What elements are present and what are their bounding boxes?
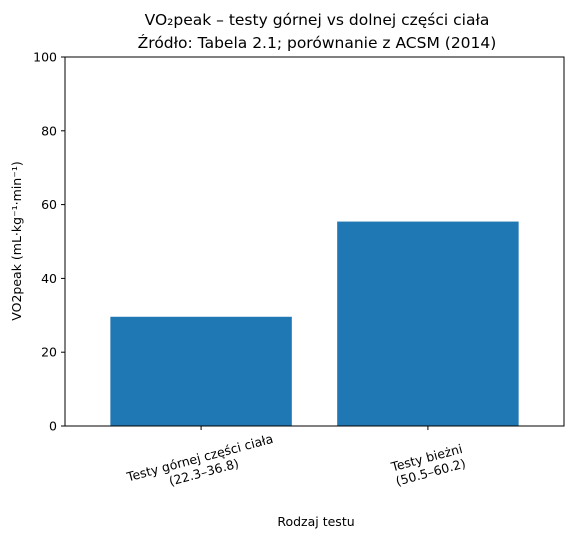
plot-frame (64, 56, 565, 427)
y-tick-label: 0 (49, 419, 57, 434)
x-axis-label: Rodzaj testu (277, 514, 354, 529)
x-axis: Testy górnej części ciała(22.3–36.8) Test… (124, 426, 468, 499)
x-tick-label: Testy bieżni(50.5–60.2) (389, 441, 468, 489)
chart-subtitle: Źródło: Tabela 2.1; porównanie z ACSM (2… (138, 33, 497, 52)
y-tick-label: 60 (41, 197, 57, 212)
y-axis: 0 20 40 60 80 100 (33, 50, 65, 434)
y-tick-label: 100 (33, 50, 57, 65)
y-tick-label: 80 (41, 123, 57, 138)
bar-0 (110, 316, 292, 426)
y-tick-label: 40 (41, 271, 57, 286)
y-axis-label: VO2peak (mL·kg⁻¹·min⁻¹) (9, 161, 24, 320)
bar-1 (337, 221, 519, 426)
y-tick-label: 20 (41, 345, 57, 360)
bars-group (110, 221, 519, 426)
chart-title: VO₂peak – testy górnej vs dolnej części … (145, 11, 490, 29)
x-tick-label: Testy górnej części ciała(22.3–36.8) (124, 431, 278, 499)
